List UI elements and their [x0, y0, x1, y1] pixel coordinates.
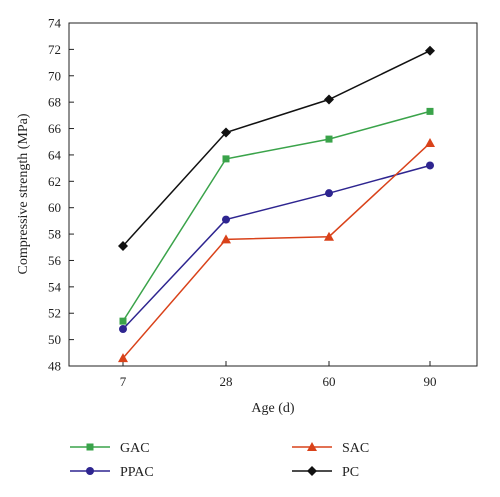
y-tick-label: 70 — [48, 68, 61, 83]
legend-label: SAC — [342, 441, 369, 456]
y-tick-label: 62 — [48, 174, 61, 189]
y-tick-label: 66 — [48, 121, 62, 136]
series-layer — [118, 45, 435, 363]
series-pc — [118, 45, 435, 251]
x-axis: 7 28 60 90 — [120, 361, 437, 389]
series-line-ppac — [122, 164, 431, 330]
y-tick-label: 68 — [48, 95, 61, 110]
x-tick-label: 90 — [424, 374, 437, 389]
y-tick-label: 52 — [48, 306, 61, 321]
y-axis: 48 50 52 54 56 58 60 62 64 66 68 70 72 74 — [48, 16, 74, 374]
series-line-gac — [122, 110, 431, 322]
legend-marker-pc — [307, 466, 317, 476]
legend-item-sac: SAC — [292, 441, 369, 456]
x-tick-label: 28 — [220, 374, 233, 389]
data-point-pc — [425, 45, 435, 56]
legend-item-ppac: PPAC — [70, 465, 154, 480]
y-tick-label: 64 — [48, 147, 62, 162]
y-axis-title: Compressive strength (MPa) — [16, 113, 31, 274]
legend-item-pc: PC — [292, 465, 359, 480]
y-tick-label: 74 — [48, 16, 62, 31]
legend-marker-gac — [86, 443, 94, 451]
legend-label: PPAC — [120, 465, 154, 480]
data-point-sac — [425, 138, 435, 148]
x-tick-label: 7 — [120, 374, 127, 389]
y-tick-label: 72 — [48, 42, 61, 57]
data-point-gac — [426, 107, 434, 115]
y-tick-label: 56 — [48, 253, 62, 268]
y-tick-label: 60 — [48, 200, 61, 215]
legend-item-gac: GAC — [70, 441, 150, 456]
x-axis-title: Age (d) — [251, 401, 294, 416]
y-tick-label: 54 — [48, 279, 62, 294]
data-point-gac — [325, 135, 333, 143]
legend: GAC PPAC SAC PC — [70, 441, 369, 480]
data-point-gac — [222, 155, 230, 163]
legend-marker-ppac — [86, 467, 94, 475]
data-point-gac — [119, 317, 127, 325]
series-line-sac — [122, 142, 431, 359]
data-point-pc — [324, 94, 334, 105]
series-gac — [119, 107, 434, 325]
legend-label: PC — [342, 465, 359, 480]
x-tick-label: 60 — [323, 374, 336, 389]
series-line-pc — [122, 50, 431, 247]
data-point-ppac — [325, 189, 333, 198]
y-tick-label: 58 — [48, 227, 61, 242]
series-ppac — [119, 161, 434, 334]
data-point-ppac — [119, 325, 127, 334]
data-point-ppac — [222, 215, 230, 224]
y-tick-label: 50 — [48, 332, 61, 347]
plot-frame — [68, 22, 478, 367]
data-point-sac — [324, 231, 334, 241]
data-point-ppac — [426, 161, 434, 170]
legend-label: GAC — [120, 441, 150, 456]
data-point-sac — [221, 234, 231, 244]
data-point-pc — [221, 127, 231, 138]
y-tick-label: 48 — [48, 359, 61, 374]
legend-marker-sac — [307, 442, 317, 451]
data-point-pc — [118, 240, 128, 251]
data-point-sac — [118, 353, 128, 363]
series-sac — [118, 138, 435, 363]
